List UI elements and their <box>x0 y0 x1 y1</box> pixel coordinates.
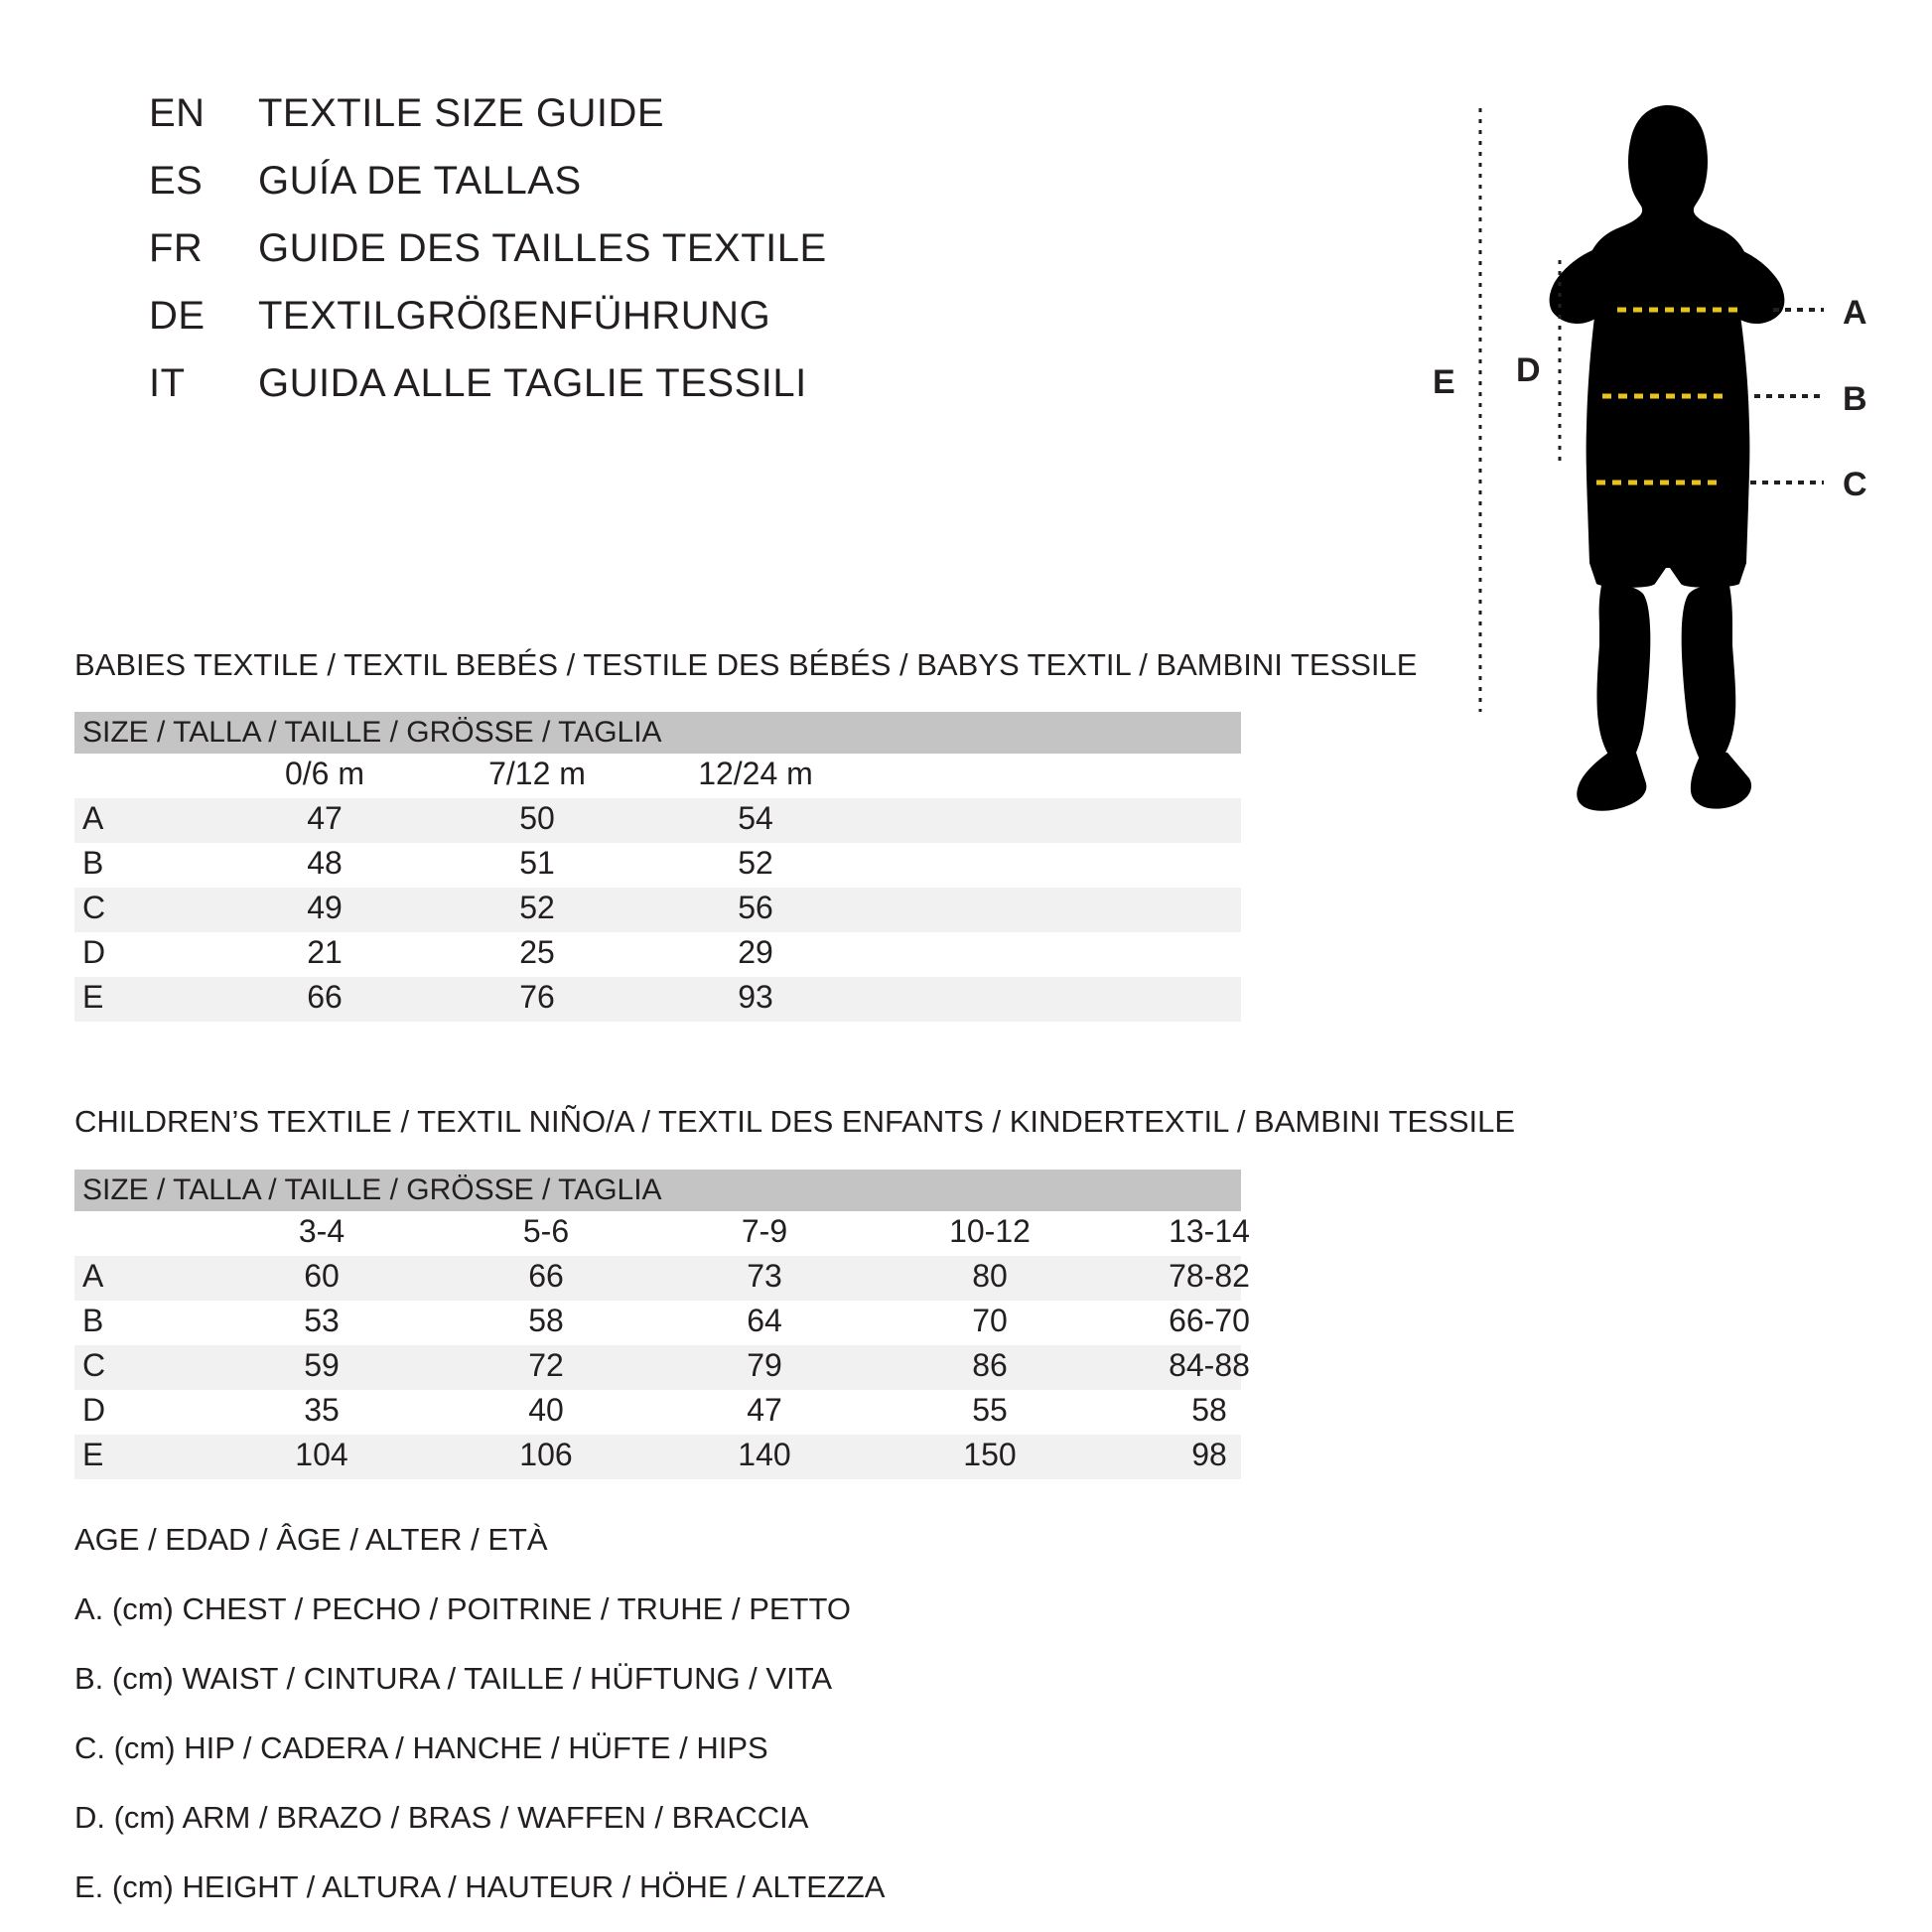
svg-text:D: D <box>1516 351 1541 389</box>
svg-text:E: E <box>1433 363 1455 401</box>
svg-text:B: B <box>1843 380 1867 418</box>
svg-text:A: A <box>1843 294 1867 332</box>
svg-text:C: C <box>1843 466 1867 503</box>
